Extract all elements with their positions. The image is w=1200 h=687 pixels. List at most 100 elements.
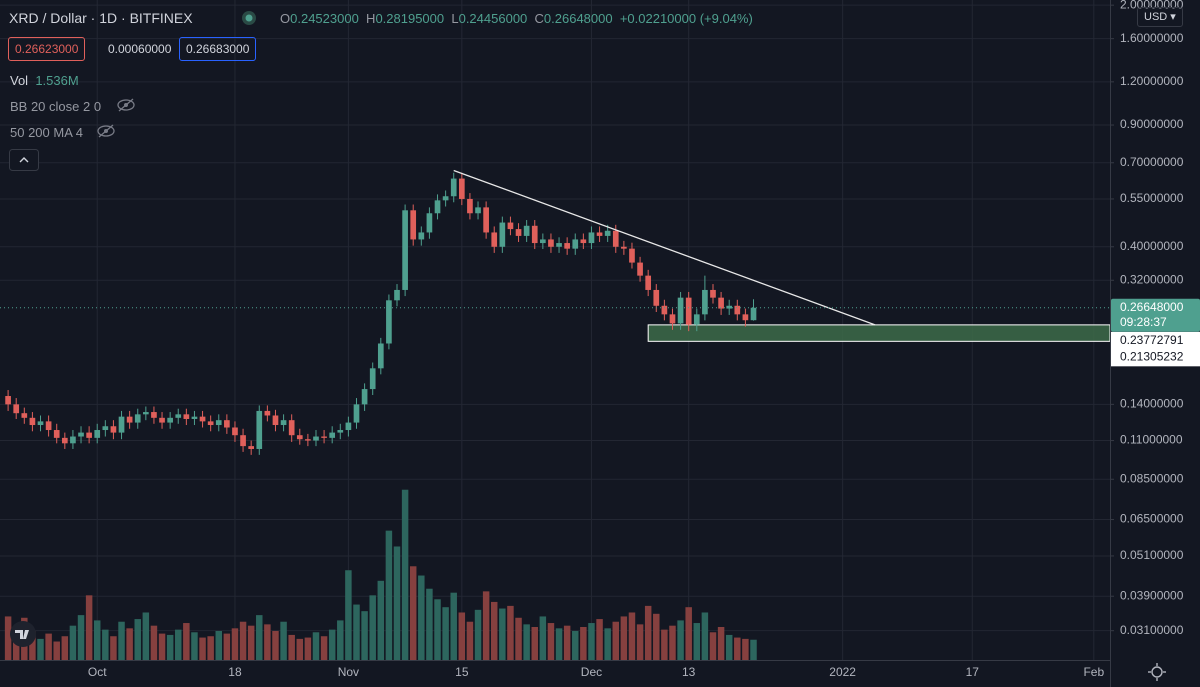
volume-bar: [239, 621, 247, 660]
candle-body: [410, 210, 417, 240]
candle-body: [199, 416, 206, 422]
currency: USD: [1144, 11, 1168, 23]
volume-bar: [207, 636, 214, 660]
volume-bar: [166, 634, 174, 660]
volume-bar: [199, 637, 206, 660]
candle-body: [256, 410, 263, 449]
y-tick-label: 0.03100000: [1120, 623, 1184, 637]
volume-bar: [515, 617, 522, 660]
candle-body: [143, 412, 149, 415]
y-tick-label: 0.08500000: [1120, 471, 1184, 485]
collapse-button[interactable]: [9, 149, 39, 171]
volume-bar: [320, 636, 328, 660]
volume-bar: [223, 633, 231, 660]
x-tick-label: Oct: [88, 665, 107, 679]
logo[interactable]: [6, 620, 44, 648]
x-tick-label: 17: [966, 665, 980, 679]
volume-bar: [85, 595, 93, 660]
candle-body: [402, 210, 408, 290]
volume-bar: [709, 632, 717, 660]
volume-bar: [742, 638, 749, 660]
volume-bar: [474, 609, 482, 660]
volume-bar: [734, 637, 741, 660]
candle-body: [78, 432, 84, 437]
volume-bar: [158, 633, 166, 660]
candle-body: [361, 389, 368, 405]
volume-bar: [490, 601, 498, 660]
volume-bar: [247, 625, 255, 660]
candle-body: [734, 305, 741, 315]
volume-bar: [69, 625, 77, 660]
support-zone: [647, 324, 1111, 342]
candle-body: [215, 420, 222, 426]
volume-bar: [126, 628, 133, 660]
buy-button[interactable]: 0.26683000: [179, 37, 257, 61]
candle-body: [21, 413, 28, 418]
volume-bar: [142, 612, 150, 660]
indicator[interactable]: 50 200 MA 4: [10, 125, 83, 140]
candle-body: [386, 300, 392, 344]
volume-bar: [191, 632, 198, 660]
candle-body: [483, 207, 489, 233]
volume-bar: [272, 630, 279, 660]
candle-body: [499, 222, 506, 247]
volume-bar: [102, 629, 109, 660]
ohlc-value: 0.24456000: [458, 11, 528, 26]
volume-bar: [636, 624, 644, 660]
candle-body: [288, 420, 295, 436]
hidden-icon[interactable]: [96, 123, 116, 139]
candle-body: [134, 414, 141, 423]
candle-body: [458, 178, 465, 199]
volume-bar: [588, 623, 595, 660]
candle-body: [491, 232, 498, 247]
candle-body: [118, 416, 125, 433]
y-tick-label: 2.00000000: [1120, 0, 1184, 11]
volume-bar: [110, 636, 117, 660]
candle-body: [540, 239, 546, 244]
volume-bar: [118, 621, 125, 660]
candle-body: [653, 289, 660, 306]
candle-body: [159, 417, 165, 423]
candle-body: [693, 314, 700, 325]
volume-bar: [183, 623, 190, 660]
x-tick-label: 2022: [829, 665, 856, 679]
candle-body: [61, 437, 68, 444]
candle-body: [718, 297, 724, 309]
hidden-icon[interactable]: [116, 97, 136, 113]
candle-body: [548, 239, 554, 247]
volume-bar: [604, 628, 611, 660]
candle-body: [621, 246, 627, 249]
candle-body: [321, 436, 327, 438]
ohlc-row: O0.24523000 H0.28195000 L0.24456000 C0.2…: [280, 11, 753, 26]
sell-button[interactable]: 0.26623000: [8, 37, 86, 61]
symbol-title[interactable]: XRD / Dollar · 1D · BITFINEX: [9, 10, 193, 26]
ohlc-key: O: [280, 11, 291, 26]
volume-bar: [426, 588, 433, 660]
volume-bar: [572, 630, 579, 660]
volume-bar: [442, 607, 449, 660]
volume-bar: [288, 634, 295, 660]
candle-body: [572, 239, 579, 249]
candle-body: [207, 421, 214, 426]
volume-bar: [750, 639, 757, 660]
settings-icon[interactable]: [1147, 662, 1167, 682]
volume-bar: [450, 592, 457, 660]
volume-bar: [499, 608, 506, 660]
candle-body: [556, 243, 562, 247]
indicator[interactable]: BB 20 close 2 0: [10, 99, 102, 114]
y-tick-label: 0.03900000: [1120, 588, 1184, 602]
candle-body: [248, 446, 255, 449]
candle-body: [604, 230, 611, 236]
currency-select[interactable]: USD ▾: [1137, 7, 1183, 27]
candle-body: [467, 198, 473, 214]
candle-body: [86, 432, 92, 438]
price-tag: [1111, 298, 1200, 332]
candle-body: [329, 432, 336, 438]
countdown: 09:28:37: [1120, 315, 1167, 329]
y-tick-label: 0.05100000: [1120, 548, 1184, 562]
volume-bar: [377, 580, 385, 660]
candle-body: [377, 343, 384, 369]
candle-body: [661, 305, 668, 315]
volume-bar: [685, 607, 692, 660]
